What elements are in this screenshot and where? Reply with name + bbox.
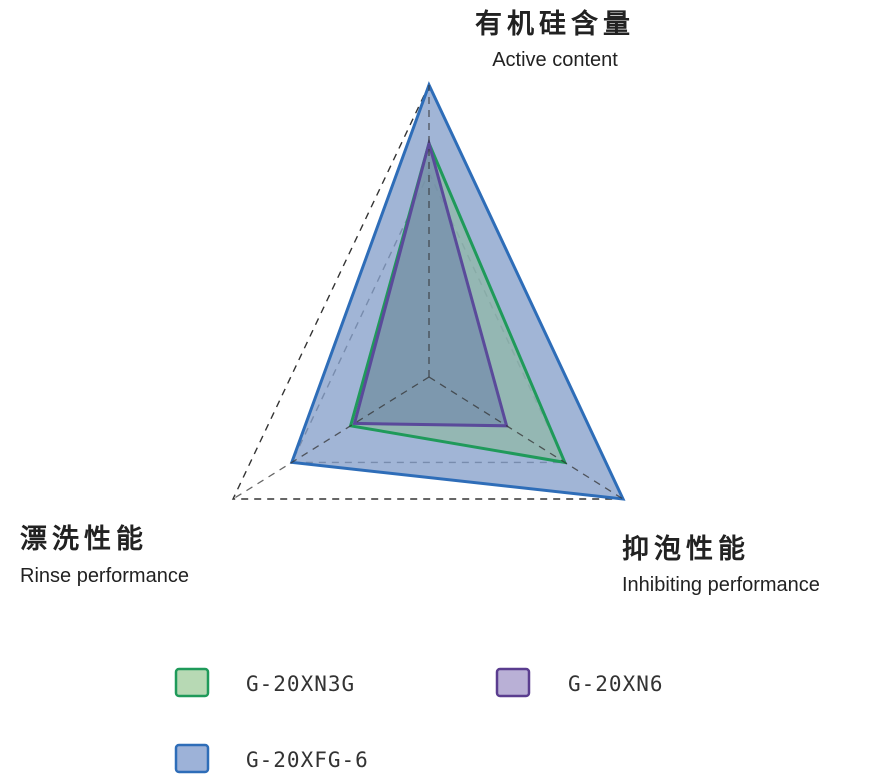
legend-swatch-g-20xn6 (495, 667, 531, 698)
legend-swatch-g-20xn3g (174, 667, 210, 698)
legend-item-g-20xn3g[interactable]: G-20XN3G (174, 667, 355, 698)
axis-label-inhibiting-performance: 抑泡性能 Inhibiting performance (622, 533, 820, 596)
gridline-0 (231, 83, 625, 500)
axis-label-en: Inhibiting performance (622, 574, 820, 596)
axis-label-active-content: 有机硅含量 Active content (475, 8, 635, 71)
axis-label-en: Rinse performance (20, 565, 189, 587)
axis-label-zh: 抑泡性能 (622, 533, 750, 565)
legend-label-g-20xn6: G-20XN6 (568, 672, 664, 696)
legend-label-g-20xn3g: G-20XN3G (246, 672, 355, 696)
legend-item-g-20xn6[interactable]: G-20XN6 (495, 667, 664, 698)
legend-item-g-20xfg-6[interactable]: G-20XFG-6 (174, 743, 369, 774)
radar-series (289, 81, 626, 501)
axis-label-zh: 漂洗性能 (20, 523, 148, 555)
axis-label-rinse-performance: 漂洗性能 Rinse performance (20, 523, 189, 587)
legend-swatch-g-20xfg-6 (174, 743, 210, 774)
series-g-20xn6 (352, 137, 509, 428)
axis-label-en: Active content (492, 49, 618, 71)
legend-label-g-20xfg-6: G-20XFG-6 (246, 748, 369, 772)
axis-label-zh: 有机硅含量 (475, 8, 635, 40)
legend: G-20XN3G G-20XN6 G-20XFG-6 (174, 667, 664, 774)
radar-spokes (232, 85, 624, 500)
